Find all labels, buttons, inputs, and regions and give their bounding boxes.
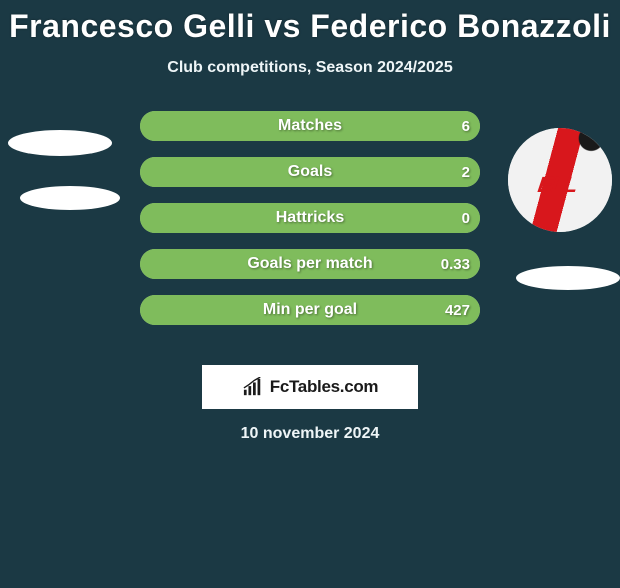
stat-row: Hattricks0	[140, 203, 480, 233]
date-text: 10 november 2024	[0, 425, 620, 443]
stat-row: Goals2	[140, 157, 480, 187]
stat-right-value: 427	[445, 295, 470, 325]
stat-label: Goals	[140, 157, 480, 187]
page-title: Francesco Gelli vs Federico Bonazzoli	[0, 8, 620, 45]
stat-label: Hattricks	[140, 203, 480, 233]
brand-text: FcTables.com	[270, 377, 379, 397]
stats-region: Matches6Goals2Hattricks0Goals per match0…	[0, 111, 620, 341]
stat-row: Goals per match0.33	[140, 249, 480, 279]
stat-label: Goals per match	[140, 249, 480, 279]
stat-row: Matches6	[140, 111, 480, 141]
stat-right-value: 2	[462, 157, 470, 187]
stat-right-value: 0	[462, 203, 470, 233]
subtitle: Club competitions, Season 2024/2025	[0, 59, 620, 77]
stat-label: Matches	[140, 111, 480, 141]
stat-label: Min per goal	[140, 295, 480, 325]
stat-row: Min per goal427	[140, 295, 480, 325]
brand-logo-icon	[242, 377, 264, 397]
stat-right-value: 0.33	[441, 249, 470, 279]
brand-box[interactable]: FcTables.com	[202, 365, 418, 409]
stat-right-value: 6	[462, 111, 470, 141]
